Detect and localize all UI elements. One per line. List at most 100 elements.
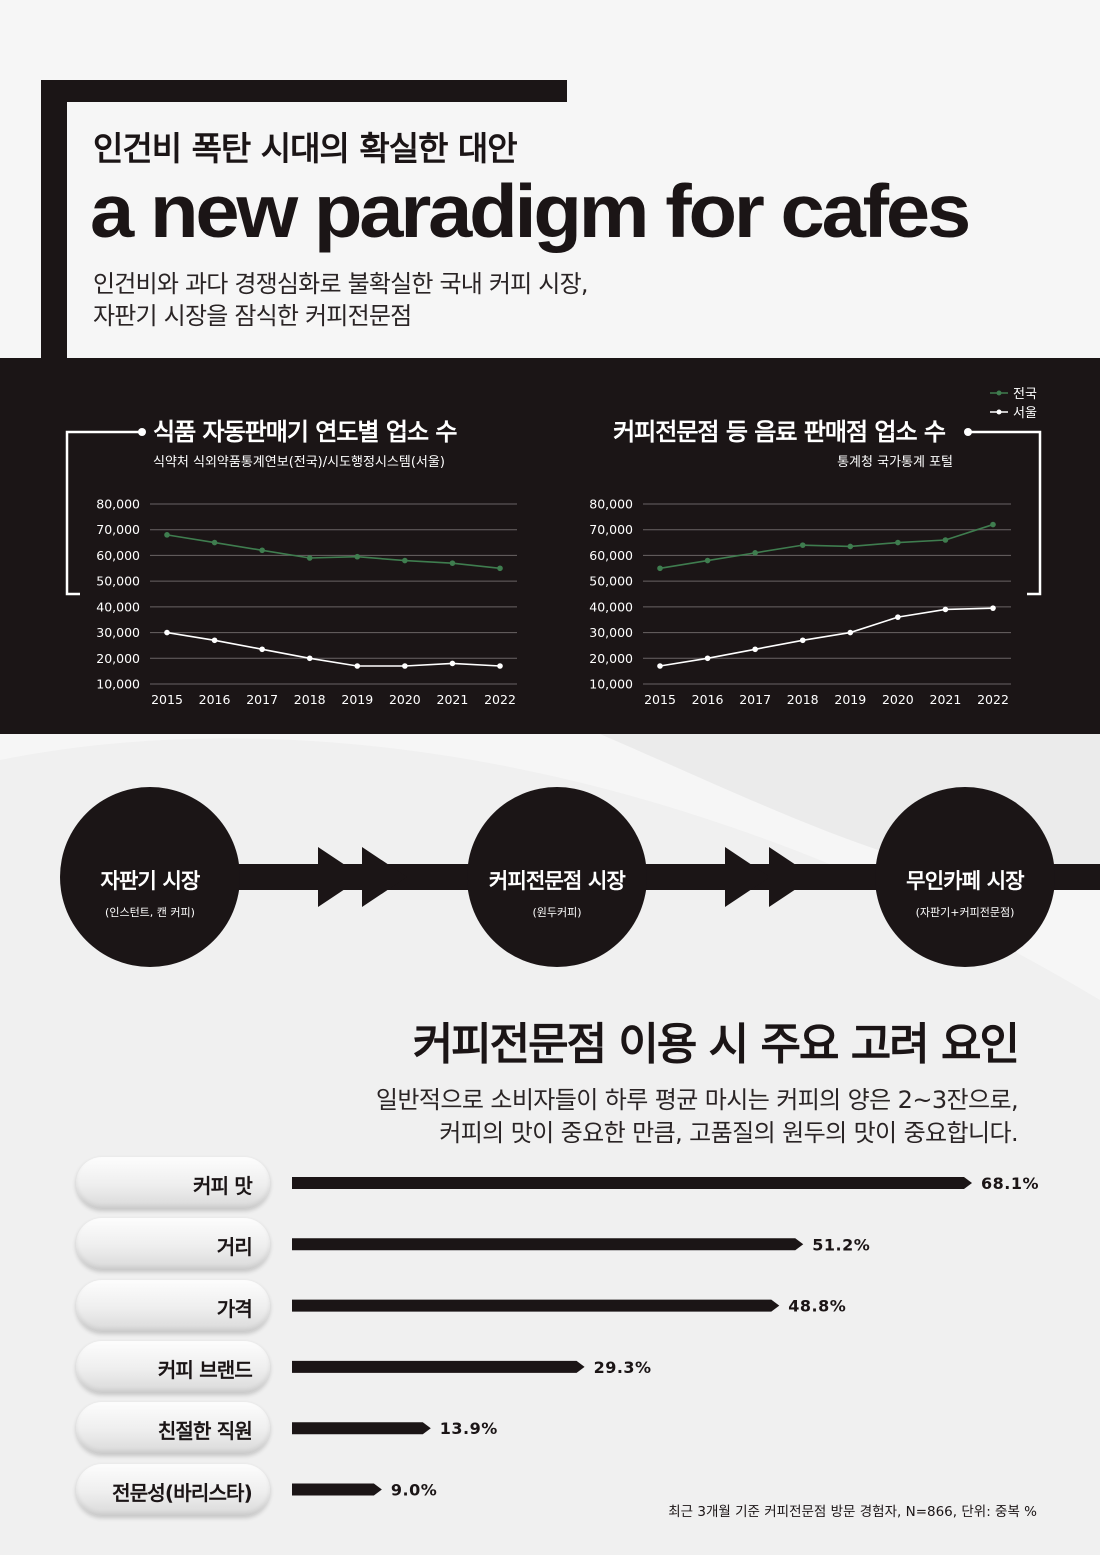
chart1-x-tick: 2021 <box>437 692 469 707</box>
flow-step-2-sub: (원두커피) <box>532 906 582 919</box>
chart2-y-tick: 20,000 <box>589 651 633 666</box>
chart2-series-seoul-point <box>990 605 996 611</box>
flow-arrow-1b <box>362 847 407 907</box>
chart1-series-seoul-point <box>402 663 408 669</box>
chart1-series-national-point <box>259 547 265 554</box>
chart1-x-tick: 2020 <box>389 692 421 707</box>
chart1-x-tick: 2022 <box>484 692 516 707</box>
chart2-y-tick: 10,000 <box>589 677 633 692</box>
chart2-series-seoul-line <box>659 607 994 667</box>
factor-label: 거리 <box>216 1235 253 1260</box>
chart2-series-national-point <box>704 557 711 564</box>
chart1-x-tick: 2015 <box>151 692 183 707</box>
chart1-series-seoul-point <box>449 660 456 667</box>
chart1-series-national-point <box>354 553 361 560</box>
chart1-bracket <box>65 430 142 596</box>
chart1-series-seoul-point <box>306 655 313 662</box>
chart2-source: 통계청 국가통계 포털 <box>837 455 953 470</box>
chart2-bracket-dot <box>964 428 972 436</box>
factor-label-pill: 가격 <box>76 1279 270 1332</box>
chart1-series-seoul-point <box>497 663 503 669</box>
chart2-y-tick: 50,000 <box>589 574 633 589</box>
factor-bar <box>292 1238 804 1251</box>
factor-bar <box>292 1483 382 1496</box>
chart2-y-tick: 40,000 <box>589 599 633 614</box>
factor-label-pill: 친절한 직원 <box>76 1402 270 1455</box>
header-desc-line-1: 인건비와 과다 경쟁심화로 불확실한 국내 커피 시장, <box>93 270 588 298</box>
chart2-series-seoul-point <box>752 646 758 653</box>
chart1-series-national-point <box>449 560 456 566</box>
chart1-series-national-point <box>164 532 170 538</box>
chart1-y-tick: 40,000 <box>96 599 140 614</box>
chart1-series-seoul-point <box>164 629 170 636</box>
factor-bar-chart: 68.1% 51.2% 48.8% 29.3% 13.9% 9.0% <box>292 1174 1039 1500</box>
chart2-x-tick: 2016 <box>692 692 724 707</box>
header-desc-line-2: 자판기 시장을 잠식한 커피전문점 <box>93 302 412 330</box>
chart1-source: 식약처 식외약품통계연보(전국)/시도행정시스템(서울) <box>153 454 445 470</box>
flow-step-3: 무인카페 시장 (자판기+커피전문점) <box>865 865 1065 920</box>
chart1-x-tick: 2016 <box>199 692 231 707</box>
chart2-x-tick: 2020 <box>882 692 914 707</box>
chart1-x-tick: 2019 <box>341 692 373 707</box>
chart1-series-national-point <box>497 565 503 572</box>
factor-bar <box>292 1177 972 1189</box>
chart2-series-seoul-point <box>704 655 711 662</box>
considerations-title: 커피전문점 이용 시 주요 고려 요인 <box>412 1019 1020 1070</box>
factor-bar-value: 9.0% <box>391 1481 437 1500</box>
flow-arrow-2a <box>725 847 770 907</box>
chart2-y-tick: 60,000 <box>589 548 633 563</box>
factor-bar-value: 48.8% <box>788 1297 846 1316</box>
chart2-x-tick: 2015 <box>644 692 676 707</box>
chart1-x-tick: 2018 <box>294 692 326 707</box>
factor-label-pill: 커피 브랜드 <box>76 1340 270 1393</box>
chart2-plot: 80,000 70,000 60,000 50,000 40,000 30,000 20,0… <box>589 497 1011 707</box>
market-flow-diagram <box>60 787 1100 967</box>
chart2-series-national-point <box>799 542 806 548</box>
chart2-y-tick: 70,000 <box>589 522 633 537</box>
header-description: 인건비와 과다 경쟁심화로 불확실한 국내 커피 시장, 자판기 시장을 잠식한… <box>93 268 588 332</box>
chart2-x-tick: 2022 <box>977 692 1009 707</box>
chart1-series-seoul-point <box>211 637 218 644</box>
factor-label-pill: 전문성(바리스타) <box>76 1463 270 1516</box>
chart2-series-seoul-point <box>942 606 949 613</box>
flow-step-1-sub: (인스턴트, 캔 커피) <box>105 906 195 919</box>
chart1-series-seoul-point <box>259 646 265 653</box>
factor-label: 커피 맛 <box>193 1174 253 1198</box>
chart1-y-tick: 30,000 <box>96 625 140 640</box>
chart2-series-national-point <box>942 537 949 543</box>
chart1-bracket-dot <box>138 428 146 436</box>
legend-seoul-marker <box>996 409 1002 415</box>
factor-label: 친절한 직원 <box>157 1419 253 1444</box>
flow-arrow-1a <box>318 847 363 907</box>
chart2-x-tick: 2018 <box>787 692 819 707</box>
factor-label-pill: 거리 <box>76 1218 270 1271</box>
chart2-series-national-line <box>659 523 994 570</box>
flow-step-2-label: 커피전문점 시장 <box>488 869 626 893</box>
chart1-y-tick: 60,000 <box>96 548 140 563</box>
flow-step-3-sub: (자판기+커피전문점) <box>915 906 1015 919</box>
chart1-series-national-point <box>211 539 218 546</box>
page-title: a new paradigm for cafes <box>90 169 971 253</box>
chart1-y-tick: 20,000 <box>96 651 140 666</box>
footnote: 최근 3개월 기준 커피전문점 방문 경험자, N=866, 단위: 중복 % <box>668 1504 1037 1520</box>
chart2-bracket <box>968 430 1042 596</box>
chart1-x-tick: 2017 <box>246 692 278 707</box>
chart1-y-tick: 70,000 <box>96 522 140 537</box>
chart2-series-seoul-point <box>847 629 854 636</box>
line-charts: 식품 자동판매기 연도별 업소 수 식약처 식외약품통계연보(전국)/시도행정시… <box>65 387 1042 707</box>
chart1-title: 식품 자동판매기 연도별 업소 수 <box>153 418 457 446</box>
header-frame-top <box>41 80 567 102</box>
chart2-y-tick: 80,000 <box>589 497 633 512</box>
legend-national-label: 전국 <box>1013 387 1037 402</box>
considerations-description: 일반적으로 소비자들이 하루 평균 마시는 커피의 양은 2~3잔으로, 커피의… <box>376 1084 1019 1150</box>
chart2-series-seoul-point <box>799 637 806 644</box>
chart-band <box>0 358 1100 734</box>
factor-bar-value: 13.9% <box>440 1419 498 1438</box>
legend-national-marker <box>996 390 1002 396</box>
chart2-title: 커피전문점 등 음료 판매점 업소 수 <box>613 418 946 446</box>
chart1-y-tick: 10,000 <box>96 677 140 692</box>
chart2-x-tick: 2019 <box>834 692 866 707</box>
flow-circle-3 <box>875 787 1055 967</box>
chart1-series-national-point <box>402 557 408 564</box>
factor-label: 전문성(바리스타) <box>112 1480 253 1505</box>
